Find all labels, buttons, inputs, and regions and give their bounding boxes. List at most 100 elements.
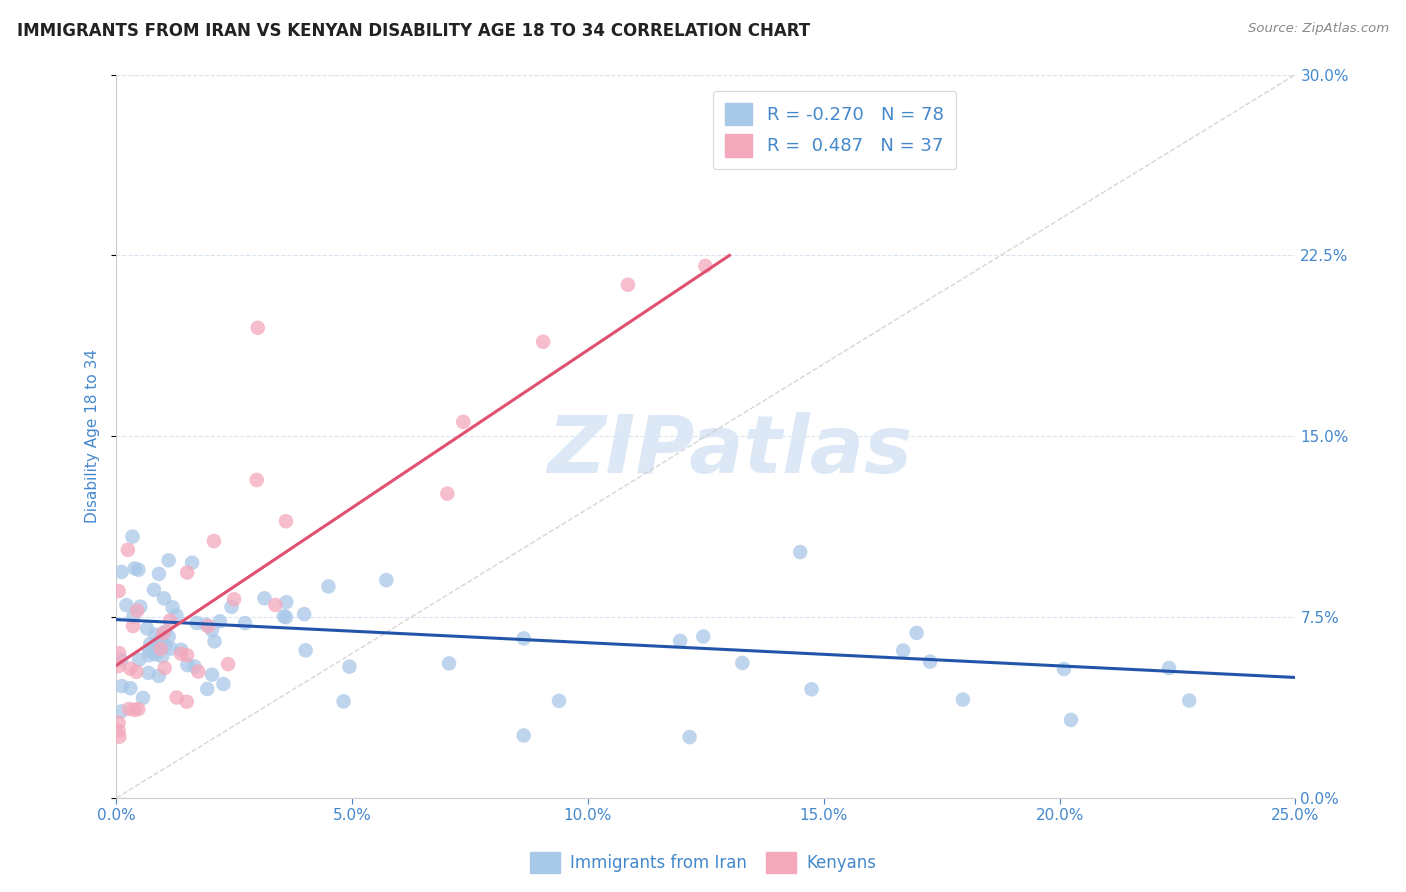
- Point: [166, 690, 188, 705]
- Y-axis label: Disability Age 18 to 34: Disability Age 18 to 34: [86, 350, 100, 524]
- Point: [176, 658, 198, 673]
- Point: [197, 619, 219, 633]
- Point: [1178, 693, 1201, 707]
- Point: [159, 614, 181, 628]
- Point: [918, 655, 941, 669]
- Point: [129, 599, 152, 614]
- Point: [110, 565, 132, 579]
- Point: [149, 641, 172, 656]
- Point: [905, 626, 928, 640]
- Point: [170, 647, 193, 661]
- Point: [1157, 661, 1180, 675]
- Point: [157, 630, 180, 644]
- Point: [155, 638, 177, 652]
- Point: [187, 665, 209, 679]
- Point: [110, 705, 132, 719]
- Point: [274, 610, 297, 624]
- Point: [153, 591, 176, 606]
- Point: [208, 615, 231, 629]
- Point: [1060, 713, 1083, 727]
- Point: [143, 646, 166, 660]
- Point: [125, 665, 148, 679]
- Point: [212, 677, 235, 691]
- Point: [436, 486, 458, 500]
- Legend: Immigrants from Iran, Kenyans: Immigrants from Iran, Kenyans: [523, 846, 883, 880]
- Point: [221, 599, 243, 614]
- Text: IMMIGRANTS FROM IRAN VS KENYAN DISABILITY AGE 18 TO 34 CORRELATION CHART: IMMIGRANTS FROM IRAN VS KENYAN DISABILIT…: [17, 22, 810, 40]
- Point: [695, 259, 717, 273]
- Point: [375, 573, 398, 587]
- Point: [181, 556, 204, 570]
- Point: [107, 584, 129, 599]
- Point: [224, 592, 246, 607]
- Point: [195, 617, 218, 632]
- Point: [108, 730, 131, 744]
- Point: [127, 604, 149, 618]
- Point: [201, 623, 224, 637]
- Point: [176, 695, 198, 709]
- Point: [437, 657, 460, 671]
- Point: [138, 648, 160, 663]
- Point: [548, 694, 571, 708]
- Point: [276, 595, 298, 609]
- Point: [162, 600, 184, 615]
- Point: [138, 665, 160, 680]
- Point: [127, 702, 149, 716]
- Point: [339, 659, 361, 673]
- Point: [121, 530, 143, 544]
- Point: [120, 662, 142, 676]
- Point: [152, 626, 174, 640]
- Point: [157, 553, 180, 567]
- Point: [451, 415, 474, 429]
- Point: [124, 561, 146, 575]
- Point: [118, 702, 141, 716]
- Point: [273, 609, 295, 624]
- Point: [146, 641, 169, 656]
- Point: [183, 659, 205, 673]
- Point: [246, 320, 269, 334]
- Point: [138, 643, 160, 657]
- Point: [160, 641, 183, 656]
- Point: [201, 667, 224, 681]
- Point: [110, 653, 132, 667]
- Point: [170, 642, 193, 657]
- Point: [122, 609, 145, 624]
- Point: [531, 334, 554, 349]
- Point: [952, 692, 974, 706]
- Point: [891, 643, 914, 657]
- Point: [120, 681, 142, 696]
- Point: [318, 579, 340, 593]
- Point: [274, 514, 297, 528]
- Text: Source: ZipAtlas.com: Source: ZipAtlas.com: [1249, 22, 1389, 36]
- Point: [128, 653, 150, 667]
- Point: [731, 656, 754, 670]
- Point: [204, 634, 226, 648]
- Point: [678, 730, 700, 744]
- Point: [124, 703, 146, 717]
- Point: [253, 591, 276, 606]
- Point: [155, 624, 177, 639]
- Point: [149, 632, 172, 646]
- Point: [115, 598, 138, 612]
- Point: [669, 634, 692, 648]
- Point: [233, 616, 256, 631]
- Point: [195, 681, 218, 696]
- Point: [139, 637, 162, 651]
- Point: [108, 646, 131, 660]
- Legend: R = -0.270   N = 78, R =  0.487   N = 37: R = -0.270 N = 78, R = 0.487 N = 37: [713, 91, 956, 169]
- Point: [176, 648, 198, 662]
- Point: [692, 630, 714, 644]
- Point: [512, 729, 534, 743]
- Point: [122, 619, 145, 633]
- Point: [217, 657, 239, 672]
- Point: [150, 649, 173, 664]
- Point: [186, 615, 208, 630]
- Text: ZIPatlas: ZIPatlas: [547, 412, 912, 490]
- Point: [292, 607, 315, 621]
- Point: [148, 566, 170, 581]
- Point: [264, 598, 287, 612]
- Point: [800, 682, 823, 697]
- Point: [246, 473, 269, 487]
- Point: [165, 608, 187, 623]
- Point: [136, 622, 159, 636]
